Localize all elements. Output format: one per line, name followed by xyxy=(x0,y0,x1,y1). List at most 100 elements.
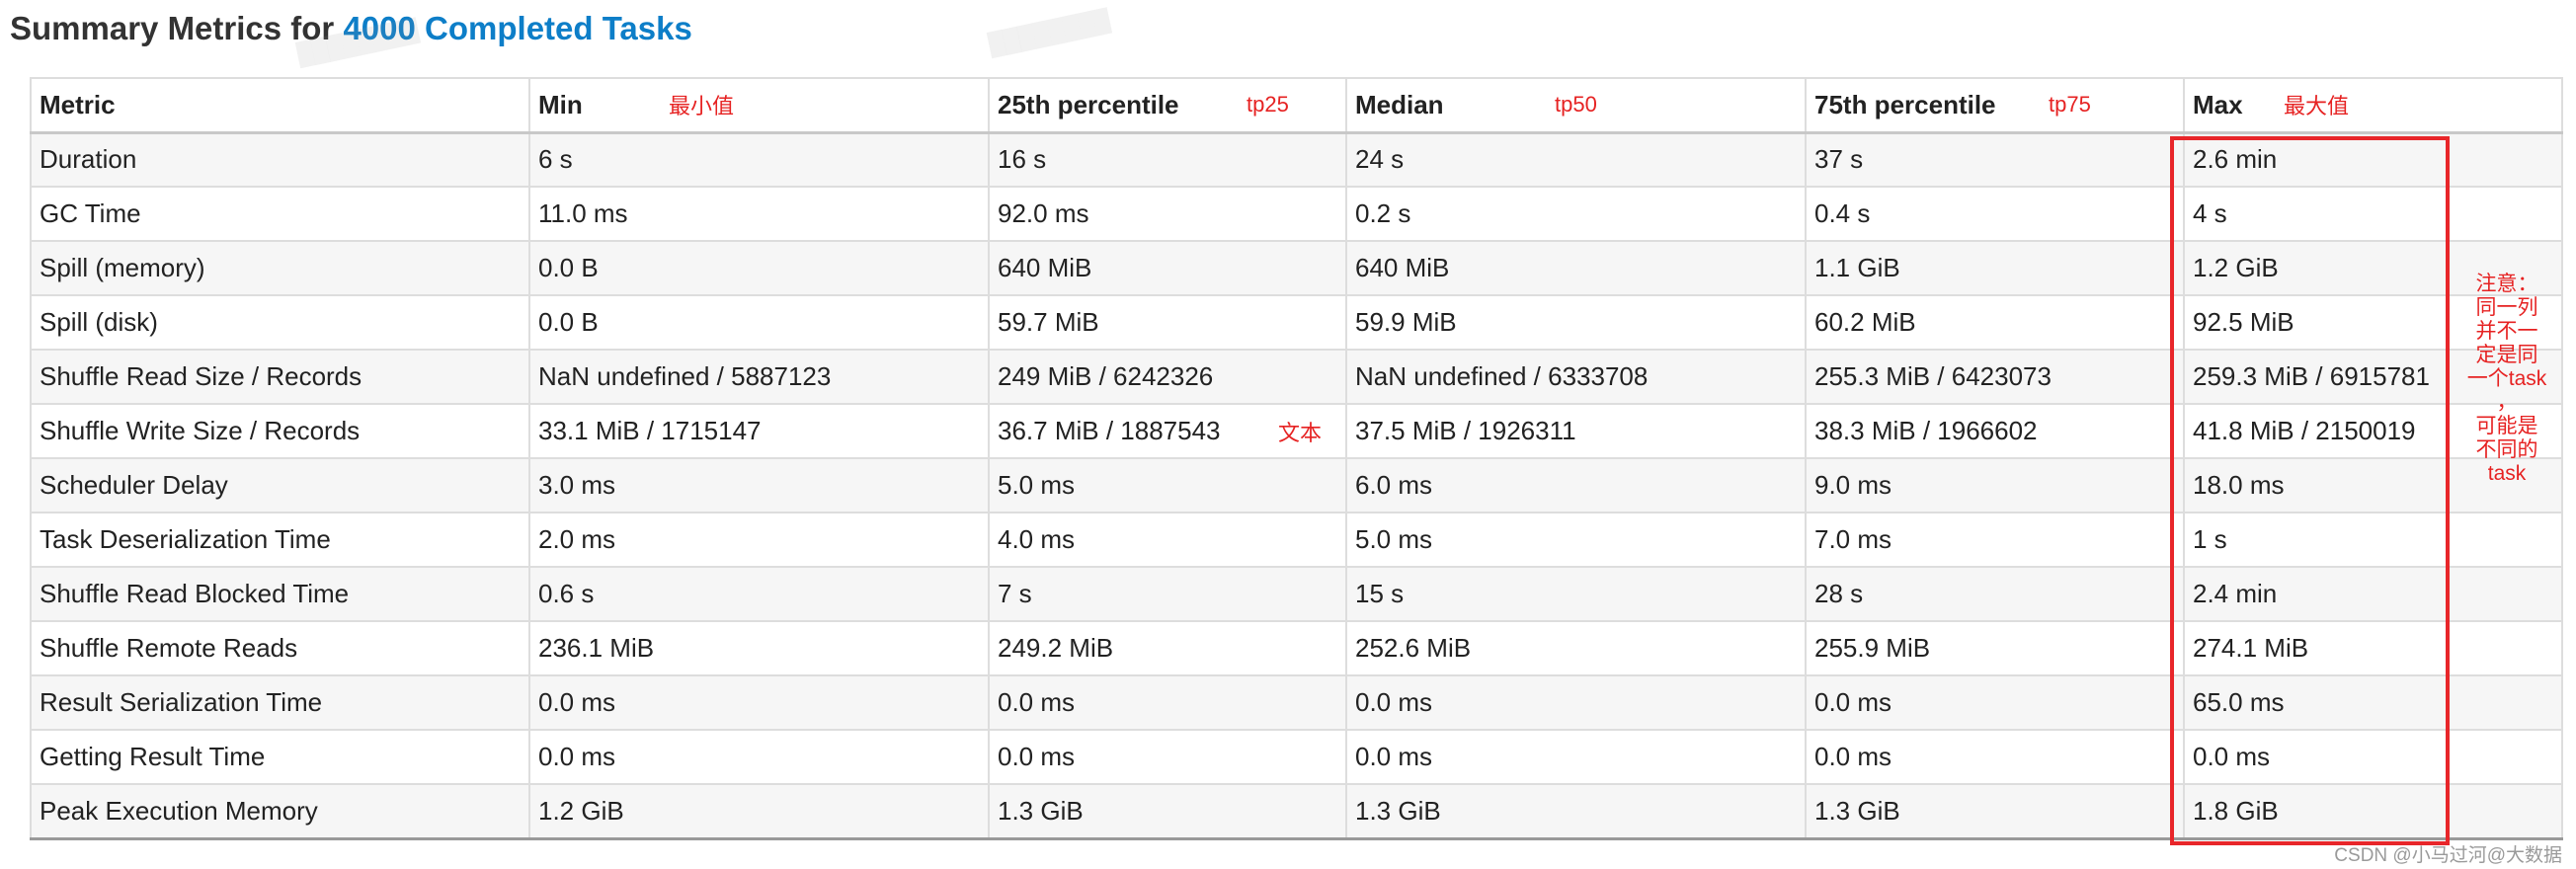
metric-value-cell: 41.8 MiB / 2150019 xyxy=(2183,403,2563,459)
header-annotation: tp50 xyxy=(1555,92,1597,118)
metric-value-cell: 0.4 s xyxy=(1805,186,2185,242)
table-row: Task Deserialization Time 2.0 ms 4.0 ms 5.0… xyxy=(30,512,2563,568)
column-header-75th-percentile[interactable]: 75th percentile tp75 xyxy=(1805,77,2185,134)
metric-value-cell: 0.0 ms xyxy=(2183,729,2563,785)
metric-name-cell: Shuffle Remote Reads xyxy=(30,620,530,676)
metric-value: 9.0 ms xyxy=(1814,470,1892,500)
metric-value: 1 s xyxy=(2193,524,2227,554)
metric-name: Shuffle Remote Reads xyxy=(40,633,298,663)
metric-value: 0.0 ms xyxy=(1814,687,1892,717)
metric-value-cell: 640 MiB xyxy=(1345,240,1807,296)
metric-value-cell: 60.2 MiB xyxy=(1805,294,2185,351)
metric-value: 92.0 ms xyxy=(998,198,1089,228)
metric-value-cell: 0.0 ms xyxy=(528,674,990,731)
metric-value-cell: 0.0 B xyxy=(528,240,990,296)
side-note-line: 可能是 xyxy=(2475,415,2538,437)
metric-name: GC Time xyxy=(40,198,141,228)
column-header-median[interactable]: Median tp50 xyxy=(1345,77,1807,134)
metric-value: 0.4 s xyxy=(1814,198,1871,228)
metric-value: 274.1 MiB xyxy=(2193,633,2309,663)
side-note-line: task xyxy=(2487,462,2527,485)
completed-tasks-link[interactable]: 4000 Completed Tasks xyxy=(343,10,692,46)
metric-value: 249 MiB / 6242326 xyxy=(998,361,1214,391)
column-header-label: Max xyxy=(2193,89,2243,119)
metric-value: 5.0 ms xyxy=(1355,524,1433,554)
column-header-25th-percentile[interactable]: 25th percentile tp25 xyxy=(988,77,1347,134)
metric-value: 1.2 GiB xyxy=(2193,253,2279,282)
metric-value-cell: 37.5 MiB / 1926311 xyxy=(1345,403,1807,459)
metric-value: 1.3 GiB xyxy=(1814,795,1900,826)
column-header-metric[interactable]: Metric xyxy=(30,77,530,134)
column-header-label: Metric xyxy=(40,89,116,119)
metric-value-cell: 2.4 min xyxy=(2183,566,2563,622)
metric-value: 18.0 ms xyxy=(2193,470,2285,500)
side-note-line: 同一列 xyxy=(2475,296,2538,319)
metric-value-cell: 36.7 MiB / 1887543 文本 xyxy=(988,403,1347,459)
metric-value-cell: 255.9 MiB xyxy=(1805,620,2185,676)
metric-name-cell: Task Deserialization Time xyxy=(30,512,530,568)
summary-metrics-table: Metric Min 最小值 25th percentile tp25 Median tp5… xyxy=(30,77,2563,840)
metric-value-cell: 18.0 ms xyxy=(2183,457,2563,514)
header-annotation: 最小值 xyxy=(669,94,735,119)
metric-value: 1.3 GiB xyxy=(1355,795,1441,826)
header-annotation: 最大值 xyxy=(2284,94,2350,119)
column-header-min[interactable]: Min 最小值 xyxy=(528,77,990,134)
metric-value: 640 MiB xyxy=(998,253,1092,282)
metric-name-cell: GC Time xyxy=(30,186,530,242)
metric-name: Spill (memory) xyxy=(40,253,205,282)
metric-value-cell: 0.6 s xyxy=(528,566,990,622)
metric-name: Getting Result Time xyxy=(40,742,266,771)
metric-value: 2.0 ms xyxy=(538,524,616,554)
metric-value-cell: 0.0 ms xyxy=(988,729,1347,785)
metric-value-cell: 92.0 ms xyxy=(988,186,1347,242)
metric-value-cell: 274.1 MiB xyxy=(2183,620,2563,676)
metric-value-cell: 3.0 ms xyxy=(528,457,990,514)
table-row: GC Time 11.0 ms 92.0 ms 0.2 s 0.4 s 4 s xyxy=(30,186,2563,242)
page-title: Summary Metrics for 4000 Completed Tasks xyxy=(10,10,692,47)
metric-value: 59.9 MiB xyxy=(1355,307,1457,337)
metric-value: 0.0 ms xyxy=(1814,742,1892,771)
metric-value: 1.8 GiB xyxy=(2193,795,2279,826)
metric-value: 3.0 ms xyxy=(538,470,616,500)
side-note-line: ， xyxy=(2496,391,2518,414)
metric-value: 37 s xyxy=(1814,144,1864,175)
metric-value-cell: 1 s xyxy=(2183,512,2563,568)
column-header-max[interactable]: Max 最大值 xyxy=(2183,77,2563,134)
metric-value-cell: 16 s xyxy=(988,131,1347,188)
metric-value-cell: 640 MiB xyxy=(988,240,1347,296)
metric-value-cell: 1.2 GiB xyxy=(528,783,990,840)
metric-name-cell: Peak Execution Memory xyxy=(30,783,530,840)
table-header-row: Metric Min 最小值 25th percentile tp25 Median tp5… xyxy=(30,77,2563,134)
metric-value: 7 s xyxy=(998,579,1032,608)
metric-value-cell: 249 MiB / 6242326 xyxy=(988,349,1347,405)
metric-value: 259.3 MiB / 6915781 xyxy=(2193,361,2430,391)
metric-value: 249.2 MiB xyxy=(998,633,1114,663)
table-row: Peak Execution Memory 1.2 GiB 1.3 GiB 1.3 G… xyxy=(30,783,2563,840)
metric-value: 0.0 B xyxy=(538,253,599,282)
side-note-line: 不同的 xyxy=(2475,438,2538,461)
metric-value-cell: 259.3 MiB / 6915781 xyxy=(2183,349,2563,405)
metric-name: Duration xyxy=(40,144,137,175)
metric-value: 33.1 MiB / 1715147 xyxy=(538,416,762,445)
metric-name: Spill (disk) xyxy=(40,307,158,337)
metric-value: 6.0 ms xyxy=(1355,470,1433,500)
metric-value: 236.1 MiB xyxy=(538,633,655,663)
metric-name-cell: Duration xyxy=(30,131,530,188)
metric-name: Shuffle Read Size / Records xyxy=(40,361,362,391)
metric-value-cell: 11.0 ms xyxy=(528,186,990,242)
metric-value: 0.0 ms xyxy=(538,742,616,771)
metric-value: 4 s xyxy=(2193,198,2227,228)
metric-name-cell: Spill (memory) xyxy=(30,240,530,296)
table-row: Getting Result Time 0.0 ms 0.0 ms 0.0 ms 0.0… xyxy=(30,729,2563,785)
column-header-label: Median xyxy=(1355,89,1444,119)
title-prefix: Summary Metrics for xyxy=(10,10,344,46)
metric-value: 16 s xyxy=(998,144,1047,175)
metric-value-cell: 0.0 ms xyxy=(1345,674,1807,731)
table-row: Scheduler Delay 3.0 ms 5.0 ms 6.0 ms 9.0 ms 1… xyxy=(30,457,2563,514)
header-annotation: tp25 xyxy=(1247,92,1289,118)
metric-value: 255.3 MiB / 6423073 xyxy=(1814,361,2052,391)
metric-value-cell: 1.3 GiB xyxy=(1345,783,1807,840)
metric-value-cell: 15 s xyxy=(1345,566,1807,622)
header-annotation: tp75 xyxy=(2049,92,2091,118)
metric-value-cell: 236.1 MiB xyxy=(528,620,990,676)
